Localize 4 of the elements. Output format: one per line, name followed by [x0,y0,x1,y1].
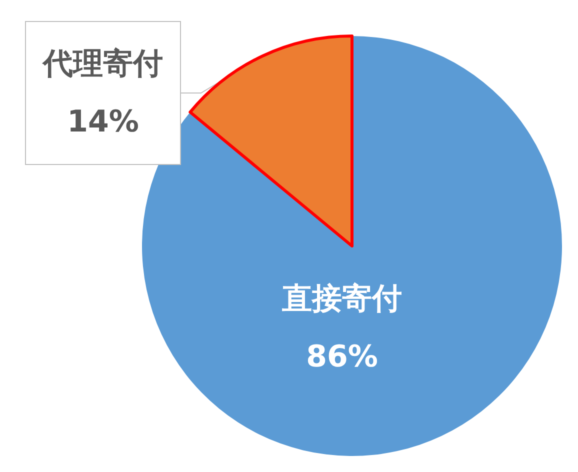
data-label: 86% [306,340,378,374]
slice-label: 直接寄付 [281,282,402,316]
data-label: 14% [67,104,139,140]
slice-label: 代理寄付 [41,46,163,82]
